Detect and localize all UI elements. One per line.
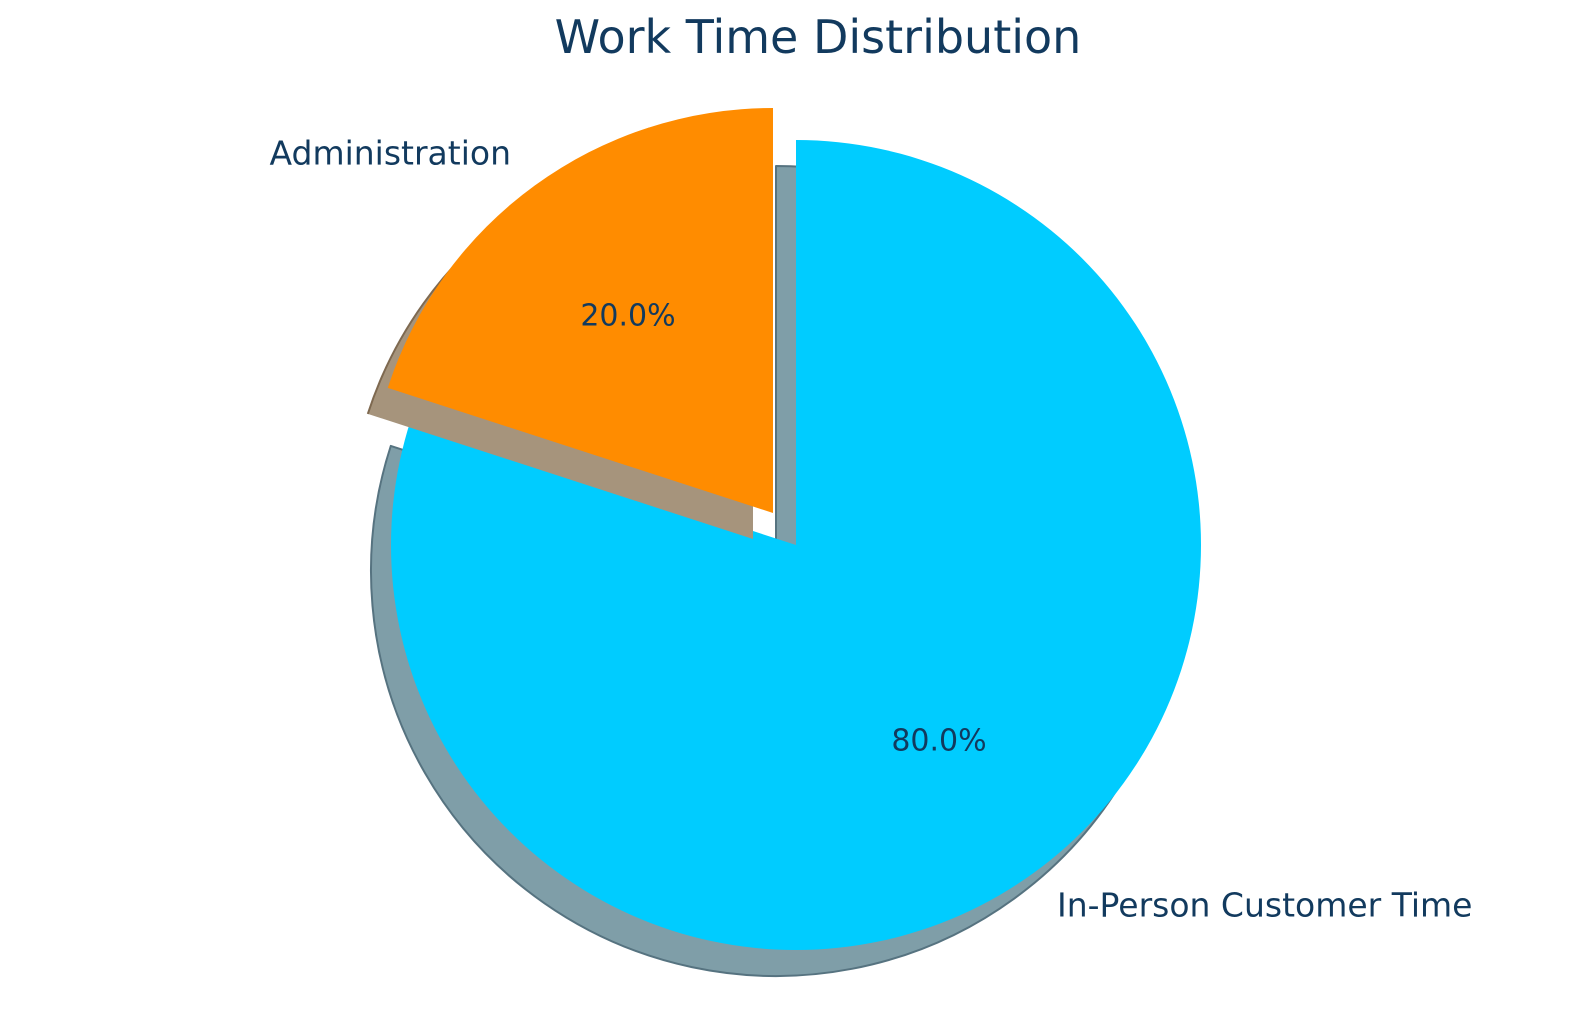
inperson-slice	[390, 140, 1201, 950]
inperson-slice-label: In-Person Customer Time	[1057, 885, 1473, 925]
chart-title: Work Time Distribution	[554, 10, 1082, 64]
admin-slice	[387, 108, 773, 513]
admin-slice-label: Administration	[269, 133, 511, 173]
admin-slice-percentage: 20.0%	[580, 298, 676, 334]
inperson-slice-percentage: 80.0%	[891, 723, 987, 759]
